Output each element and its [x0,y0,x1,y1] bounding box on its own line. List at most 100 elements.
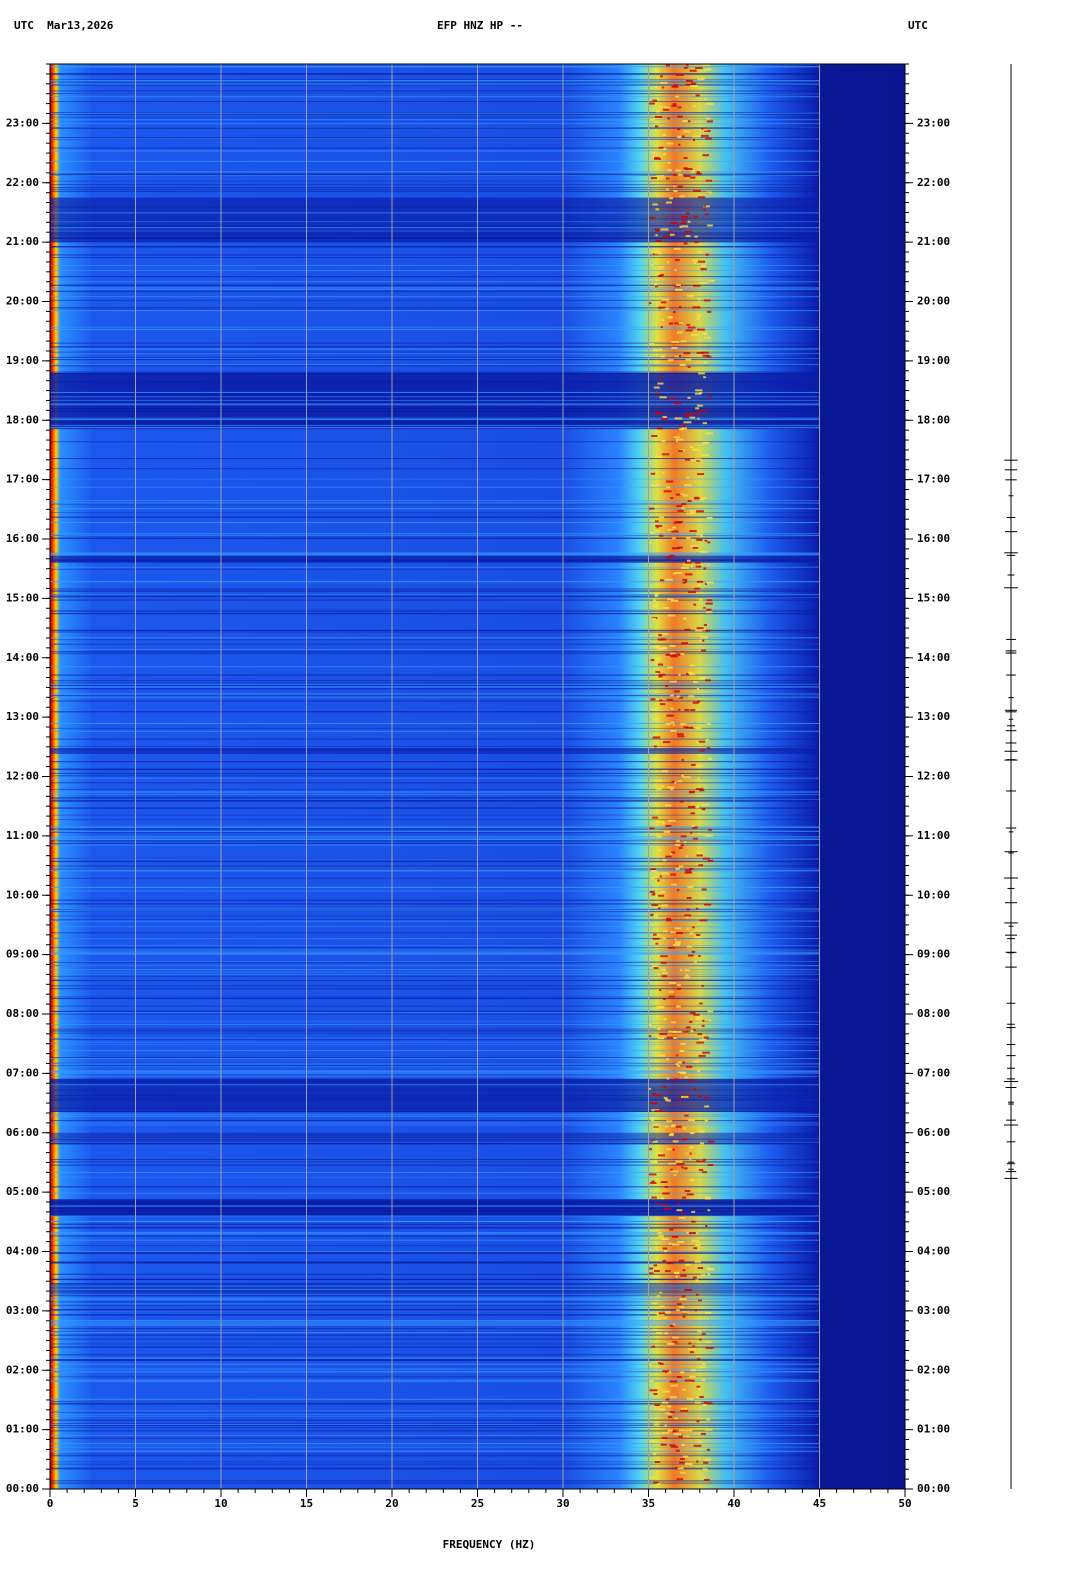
noise-speck [673,402,682,405]
noise-speck [671,1021,677,1024]
noise-streak [50,1419,820,1421]
noise-streak [50,988,820,990]
noise-speck [675,1063,679,1066]
noise-streak [50,424,820,426]
noise-streak [50,595,820,597]
noise-speck [660,579,664,582]
noise-speck [689,1375,696,1378]
noise-speck [694,1232,699,1235]
noise-speck [696,627,704,630]
noise-speck [675,867,680,870]
noise-speck [661,770,668,773]
noise-speck [697,1095,702,1098]
noise-streak [50,772,820,774]
noise-streak [50,686,820,688]
noise-speck [680,1371,685,1374]
noise-speck [666,556,673,559]
noise-streak [50,839,820,841]
noise-speck [662,1317,668,1320]
noise-streak [50,1261,820,1263]
noise-speck [692,837,698,840]
noise-speck [671,537,676,540]
noise-streak [50,837,820,839]
noise-streak [50,791,820,793]
noise-speck [701,984,704,987]
noise-speck [696,1016,702,1019]
noise-streak [50,1113,820,1115]
noise-speck [666,1058,670,1061]
noise-speck [662,453,670,456]
y-tick-label: 13:00 [917,710,950,723]
noise-speck [681,507,685,510]
noise-streak [50,648,820,650]
noise-speck [677,106,682,109]
noise-speck [668,1030,676,1033]
noise-streak [50,1401,820,1403]
noise-streak [50,886,820,888]
noise-speck [681,1311,689,1314]
noise-speck [665,177,670,180]
noise-speck [693,284,701,287]
noise-speck [684,871,693,874]
noise-speck [671,1336,679,1339]
noise-speck [660,1181,668,1184]
noise-speck [685,573,693,576]
noise-streak [50,973,820,975]
noise-speck [658,907,661,910]
noise-streak [50,296,820,298]
noise-speck [670,729,677,732]
noise-speck [648,1117,655,1120]
noise-streak [50,666,820,668]
noise-speck [662,471,665,474]
noise-speck [679,1458,685,1461]
noise-speck [680,835,687,838]
noise-speck [697,740,706,743]
noise-speck [666,1342,675,1345]
noise-streak [50,965,820,967]
noise-speck [648,1267,654,1270]
noise-speck [677,780,683,783]
noise-speck [663,998,666,1001]
noise-streak [50,1075,820,1077]
noise-streak [50,1215,820,1217]
noise-speck [654,1270,660,1273]
noise-streak [50,610,820,612]
noise-speck [686,476,689,479]
noise-speck [706,1448,710,1451]
noise-streak [50,81,820,83]
noise-speck [686,927,689,930]
noise-speck [670,652,676,655]
noise-speck [666,1120,673,1123]
noise-speck [652,924,655,927]
noise-speck [663,1086,667,1089]
noise-speck [680,1212,686,1215]
noise-speck [698,1038,705,1041]
noise-streak [50,1050,820,1052]
noise-speck [656,110,661,113]
noise-speck [655,524,663,527]
noise-speck [650,698,656,701]
noise-speck [682,578,688,581]
noise-speck [658,894,664,897]
noise-speck [675,73,684,76]
noise-speck [680,1409,689,1412]
noise-speck [695,172,702,175]
noise-streak [50,225,820,227]
noise-speck [669,1132,674,1135]
noise-speck [692,448,700,451]
noise-speck [683,157,688,160]
noise-streak [50,938,820,940]
noise-speck [673,1037,677,1040]
noise-speck [698,639,703,642]
noise-speck [685,79,693,82]
noise-speck [686,1231,689,1234]
noise-streak [50,819,820,821]
noise-speck [658,534,664,537]
noise-streak [50,1062,820,1064]
noise-streak [50,1252,820,1254]
noise-speck [703,623,708,626]
noise-speck [682,1315,686,1318]
noise-streak [50,284,820,286]
noise-streak [50,1453,820,1455]
noise-speck [674,355,679,358]
